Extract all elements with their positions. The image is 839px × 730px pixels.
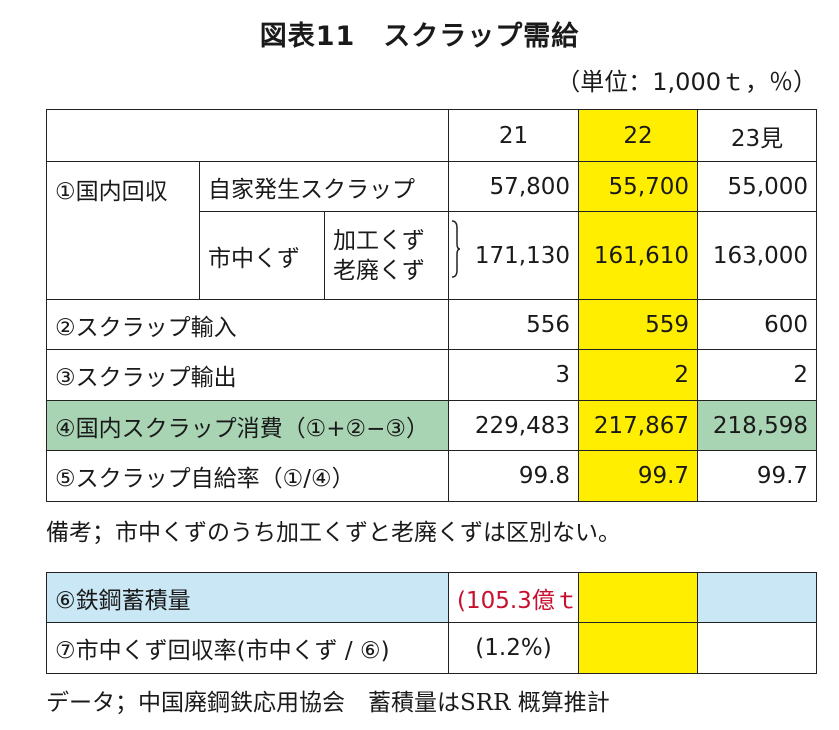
table-row: ③スクラップ輸出 3 2 2 xyxy=(45,349,818,401)
table-row: ⑤スクラップ自給率（①/④） 99.8 99.7 99.7 xyxy=(45,450,818,502)
import-23: 600 xyxy=(697,299,818,350)
accumulation-23-cell xyxy=(697,572,817,623)
self-sufficiency-21: 99.8 xyxy=(448,450,580,502)
market-scrap-label: 市中くず xyxy=(199,211,325,300)
remarks-note: 備考；市中くずのうち加工くずと老廃くずは区別ない。 xyxy=(46,520,621,546)
table-row: ④国内スクラップ消費（①+②−③） 229,483 217,867 218,59… xyxy=(45,400,818,451)
figure-title: 図表11 スクラップ需給 xyxy=(259,21,580,52)
recovery-rate-label: ⑦市中くず回収率(市中くず / ⑥) xyxy=(46,622,449,674)
export-22: 2 xyxy=(578,349,699,401)
accumulation-label: ⑥鉄鋼蓄積量 xyxy=(46,572,449,623)
processed-scrap-label: 加工くず xyxy=(333,227,425,254)
market-scrap-23: 163,000 xyxy=(697,211,818,300)
supply-demand-table: 21 22 23見 ①国内回収 自家発生スクラップ 57,800 55,700 … xyxy=(45,109,818,502)
market-scrap-21: 171,130 xyxy=(448,211,580,300)
self-generated-22: 55,700 xyxy=(578,161,699,212)
export-21: 3 xyxy=(448,349,580,401)
market-scrap-22: 161,610 xyxy=(578,211,699,300)
consumption-22: 217,867 xyxy=(578,400,699,451)
unit-label: （単位：1,000ｔ，％） xyxy=(556,68,817,96)
import-22: 559 xyxy=(578,299,699,350)
table-row: ⑥鉄鋼蓄積量 (105.3億ｔ) xyxy=(46,572,817,623)
accumulation-22-cell xyxy=(578,572,698,623)
export-label: ③スクラップ輸出 xyxy=(45,349,450,401)
header-year-23: 23見 xyxy=(697,109,818,162)
self-sufficiency-22: 99.7 xyxy=(578,450,699,502)
consumption-label: ④国内スクラップ消費（①+②−③） xyxy=(45,400,450,451)
header-year-22: 22 xyxy=(578,109,699,162)
self-generated-label: 自家発生スクラップ xyxy=(198,161,450,212)
steel-stock-table: ⑥鉄鋼蓄積量 (105.3億ｔ) ⑦市中くず回収率(市中くず / ⑥) (1.2… xyxy=(46,572,817,674)
self-generated-21: 57,800 xyxy=(448,161,580,212)
table-row: 市中くず 加工くず 老廃くず 171,130 161,610 163,000 xyxy=(47,211,818,300)
recovery-rate-23-cell xyxy=(697,622,817,674)
header-row: 21 22 23見 xyxy=(45,109,818,162)
right-brace-icon xyxy=(451,220,461,278)
header-blank-cell xyxy=(45,109,450,162)
recovery-rate-22-cell xyxy=(578,622,698,674)
self-generated-23: 55,000 xyxy=(697,161,818,212)
market-scrap-21-value: 171,130 xyxy=(474,242,571,269)
recovery-rate-value: (1.2%) xyxy=(448,622,579,674)
header-year-21: 21 xyxy=(448,109,580,162)
obsolete-scrap-label: 老廃くず xyxy=(333,257,425,284)
domestic-recovery-label: ①国内回収 xyxy=(46,161,200,300)
self-sufficiency-23: 99.7 xyxy=(697,450,818,502)
export-23: 2 xyxy=(697,349,818,401)
accumulation-value: (105.3億ｔ) xyxy=(448,572,579,623)
import-label: ②スクラップ輸入 xyxy=(45,299,450,350)
self-sufficiency-label: ⑤スクラップ自給率（①/④） xyxy=(45,450,450,502)
table-row: ⑦市中くず回収率(市中くず / ⑥) (1.2%) xyxy=(46,622,817,674)
consumption-23: 218,598 xyxy=(697,400,818,451)
table-row: ②スクラップ輸入 556 559 600 xyxy=(45,299,818,350)
data-source-note: データ；中国廃鋼鉄応用協会 蓄積量はSRR 概算推計 xyxy=(46,690,610,716)
table-row: ①国内回収 自家発生スクラップ 57,800 55,700 55,000 xyxy=(46,161,818,300)
import-21: 556 xyxy=(448,299,580,350)
scrap-breakdown-cell: 加工くず 老廃くず xyxy=(323,211,450,300)
consumption-21: 229,483 xyxy=(448,400,580,451)
